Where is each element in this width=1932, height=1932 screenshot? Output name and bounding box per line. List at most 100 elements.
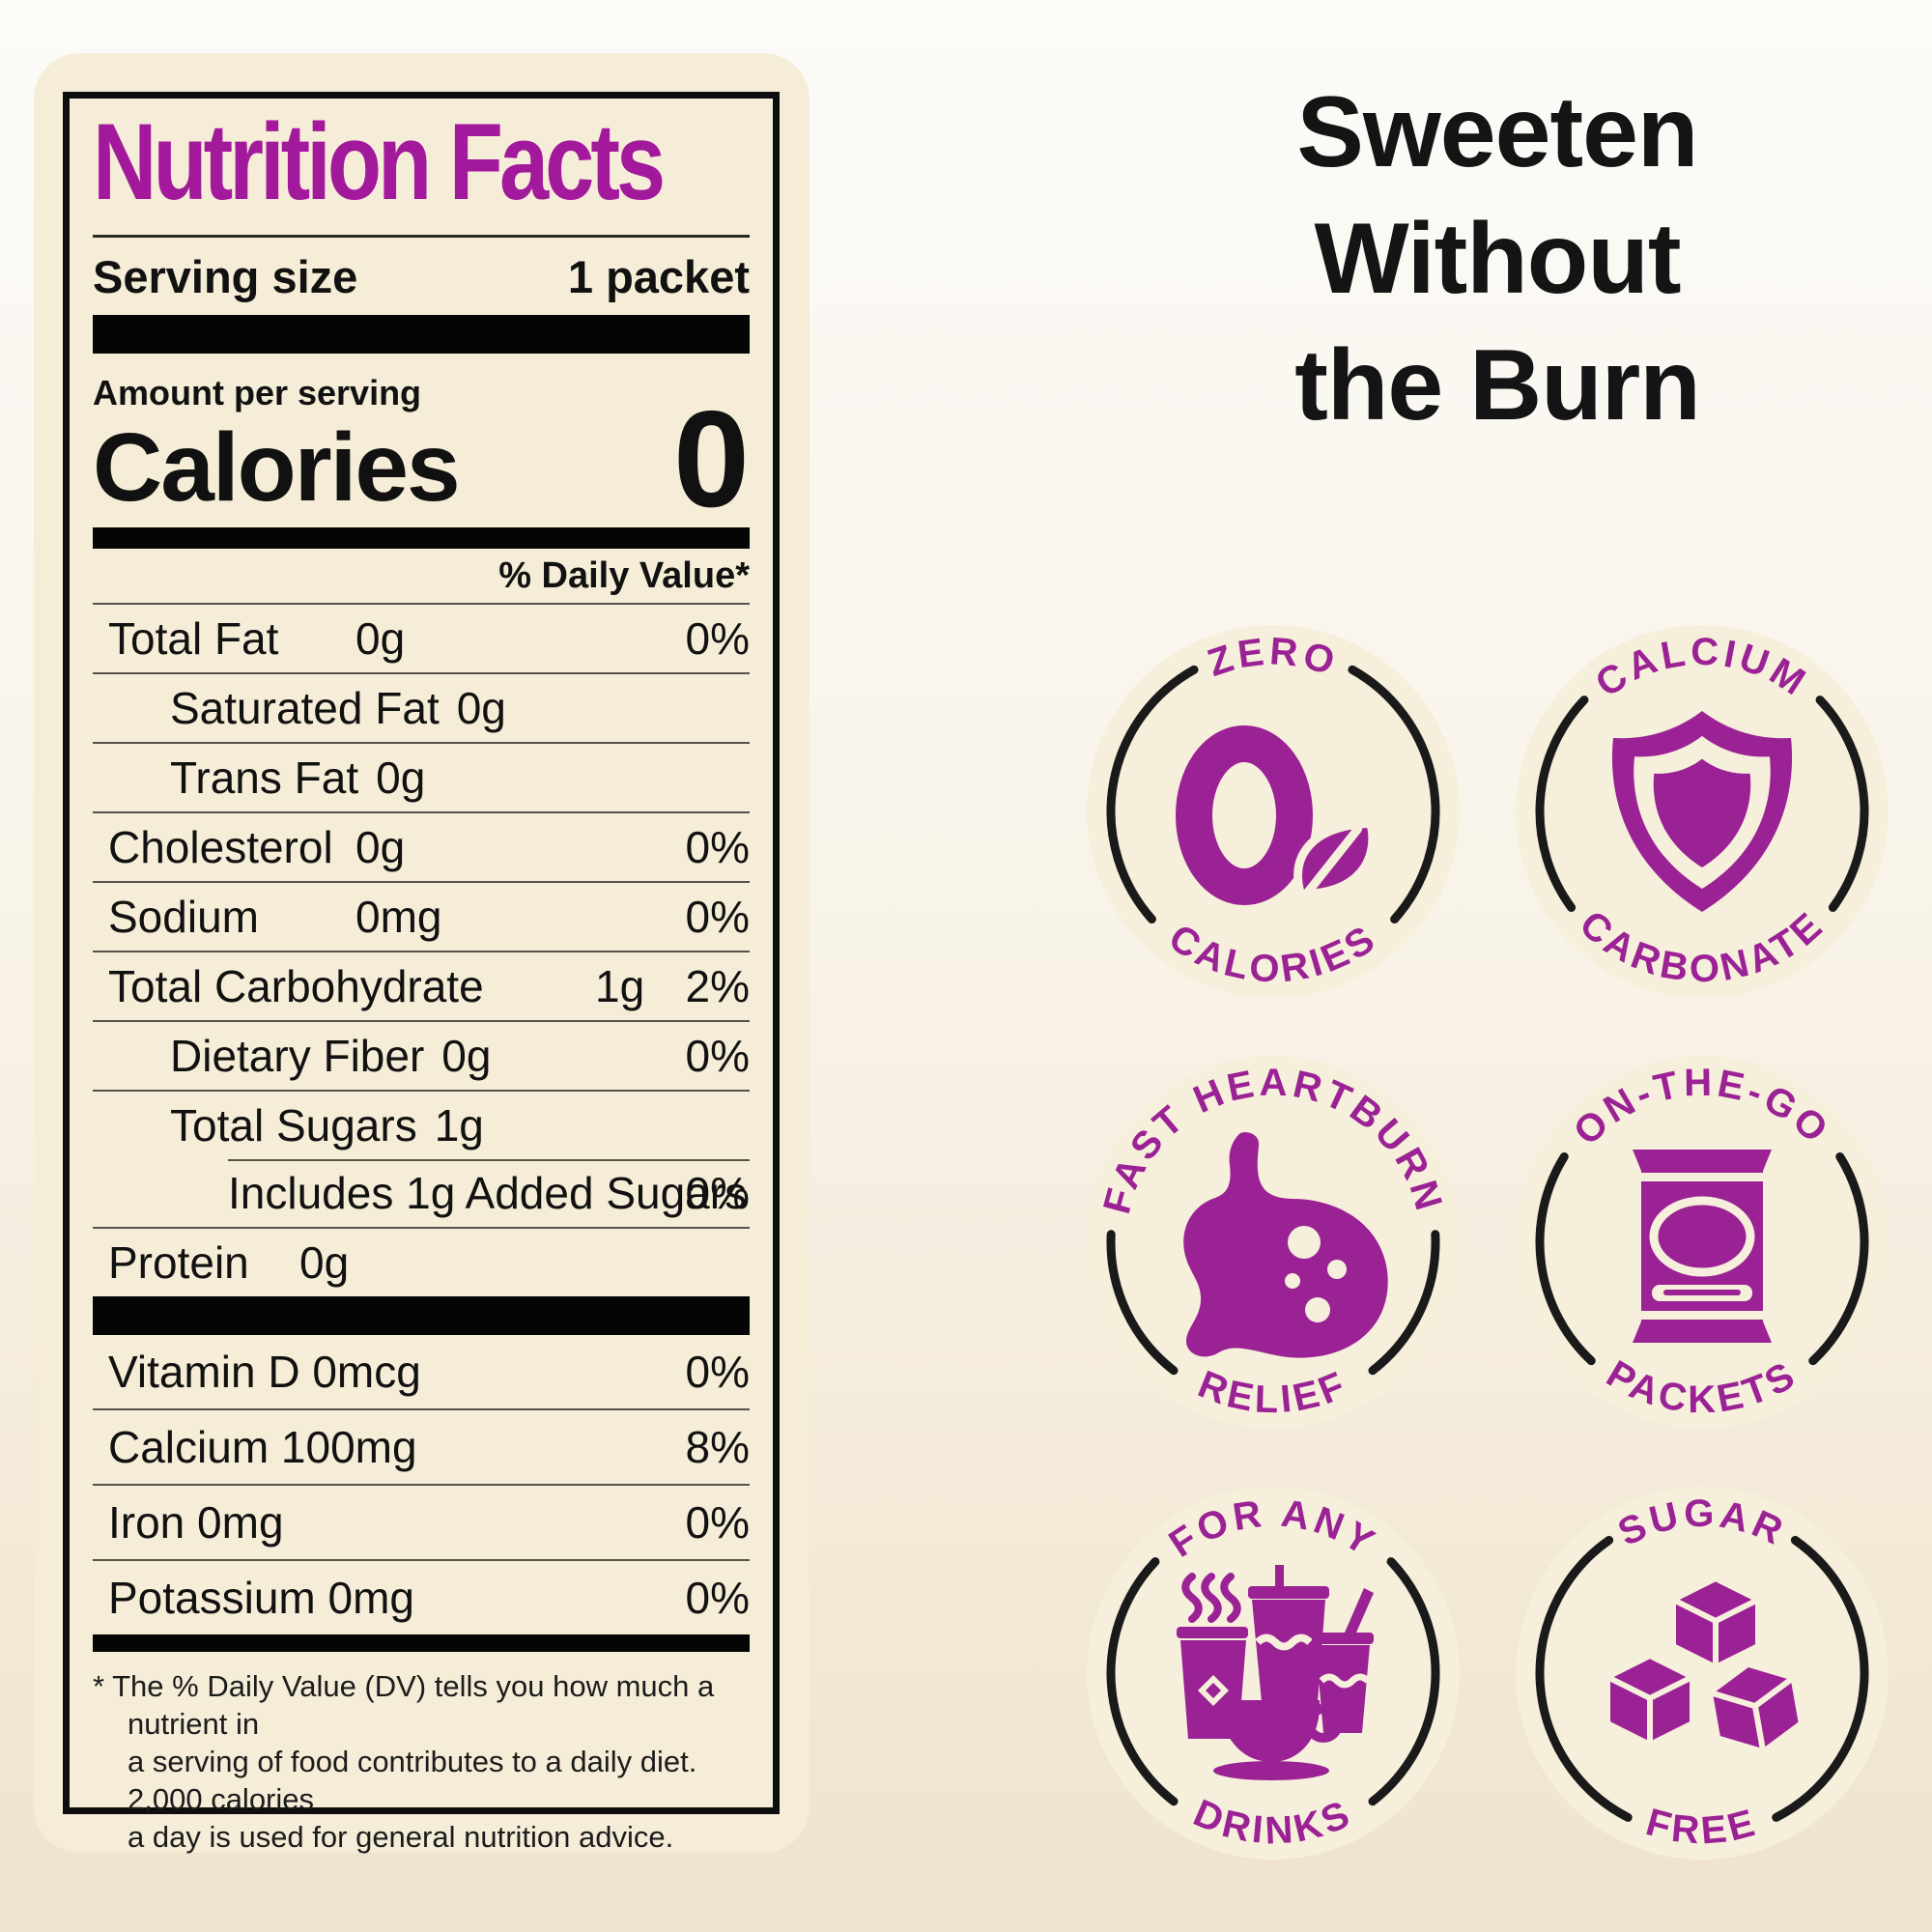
badge-carbonate: CALCIUM CARBONATE (1516, 625, 1889, 998)
badge-ring-arc (1535, 1535, 1633, 1822)
nutrient-amount: 0g (441, 1031, 492, 1081)
thick-bar (93, 315, 750, 354)
indented-divider (228, 1159, 750, 1161)
badge-background-circle (1516, 625, 1889, 998)
micronutrient-daily-value: 0% (685, 1497, 750, 1548)
nutrient-row: Total Fat 0g 0% (93, 605, 750, 674)
badge-ring-arc (1815, 696, 1869, 912)
nutrient-daily-value: 0% (685, 613, 750, 664)
nutrient-name: Total Carbohydrate (108, 961, 484, 1011)
headline: Sweeten Without the Burn (1092, 70, 1903, 449)
nutrient-name: Cholesterol (108, 822, 333, 872)
nutrient-name: Saturated Fat (170, 683, 440, 733)
divider (93, 603, 750, 605)
nutrient-daily-value: 0% (685, 1031, 750, 1081)
headline-line: the Burn (1294, 329, 1701, 442)
calories-label: Calories (93, 413, 461, 522)
badge-free: SUGAR FREE (1516, 1487, 1889, 1860)
calories-row: Calories 0 (93, 391, 750, 528)
nutrient-row: Sodium 0mg 0% (93, 883, 750, 952)
nutrient-row: Includes 1g Added Sugars 0% (93, 1159, 750, 1229)
nutrient-name: Protein (108, 1237, 249, 1288)
drinks-icon (1177, 1565, 1374, 1780)
zero-calories-icon (1194, 744, 1382, 919)
nutrient-row: Dietary Fiber 0g 0% (93, 1022, 750, 1092)
nutrient-name: Total Sugars (170, 1100, 417, 1151)
badge-calories: ZERO CALORIES (1087, 625, 1460, 998)
headline-line: Sweeten (1296, 76, 1699, 188)
nutrient-amount: 1g (434, 1100, 484, 1151)
nutrient-amount: 0g (456, 683, 506, 733)
calcium-shield-icon (1611, 711, 1793, 912)
micronutrient-name: Vitamin D 0mcg (108, 1347, 421, 1397)
badge-bottom-text: RELIEF (1192, 1363, 1353, 1421)
badge-ring-arc (1368, 1230, 1440, 1376)
medium-bar (93, 527, 750, 549)
nutrient-row: Trans Fat 0g (93, 744, 750, 813)
nutrient-name: Sodium (108, 892, 259, 942)
badge-top-text: FAST HEARTBURN (1095, 1062, 1451, 1218)
micronutrient-row: Potassium 0mg 0% (93, 1561, 750, 1634)
badge-drinks: FOR ANY DRINKS (1087, 1487, 1460, 1860)
badge-ring-arc (1348, 665, 1440, 924)
badge-top-text: ZERO (1203, 630, 1344, 685)
micronutrient-row: Vitamin D 0mcg 0% (93, 1335, 750, 1410)
micronutrient-name: Potassium 0mg (108, 1573, 415, 1623)
calories-value: 0 (673, 383, 750, 537)
daily-value-footnote: * The % Daily Value (DV) tells you how m… (93, 1669, 715, 1854)
nutrition-facts-panel: Nutrition Facts Serving size 1 packet Am… (63, 92, 780, 1854)
serving-size-label: Serving size (93, 250, 358, 302)
nutrient-row: Total Sugars 1g (93, 1092, 750, 1161)
badge-background-circle (1087, 1056, 1460, 1429)
badge-bottom-text: CALORIES (1161, 916, 1385, 990)
nutrient-row: Saturated Fat 0g (93, 674, 750, 744)
micronutrient-name: Iron 0mg (108, 1497, 284, 1548)
badge-ring-arc (1106, 1230, 1179, 1376)
divider (93, 235, 750, 238)
daily-value-header: % Daily Value* (498, 554, 750, 596)
badge-top-text: ON-THE-GO (1566, 1062, 1838, 1153)
badge-background-circle (1087, 1487, 1460, 1860)
micronutrient-rows: Vitamin D 0mcg 0% Calcium 100mg 8% Iron 0mg 0… (93, 1335, 750, 1634)
badge-background-circle (1516, 1487, 1889, 1860)
nutrient-amount: 0g (376, 753, 426, 803)
nutrient-daily-value: 0% (685, 822, 750, 872)
badge-packets: ON-THE-GO PACKETS (1516, 1056, 1889, 1429)
nutrient-amount: 0g (355, 822, 406, 872)
badge-relief: FAST HEARTBURN RELIEF (1087, 1056, 1460, 1429)
headline-line: Without (1314, 203, 1682, 316)
nutrient-amount: 1g (595, 961, 645, 1011)
badge-ring-arc (1106, 665, 1199, 924)
badge-background-circle (1087, 625, 1460, 998)
sugar-cubes-icon (1607, 1578, 1805, 1759)
micronutrient-row: Calcium 100mg 8% (93, 1410, 750, 1486)
stomach-icon (1183, 1132, 1388, 1358)
badge-background-circle (1516, 1056, 1889, 1429)
nutrient-daily-value: 0% (685, 892, 750, 942)
nutrient-amount: 0mg (355, 892, 442, 942)
serving-size-row: Serving size 1 packet (93, 238, 750, 315)
amount-per-serving-label: Amount per serving (93, 373, 422, 412)
badge-bottom-text: CARBONATE (1572, 902, 1833, 990)
nutrient-daily-value: 2% (685, 961, 750, 1011)
nutrient-daily-value: 0% (685, 1168, 750, 1218)
badge-ring-arc (1772, 1535, 1869, 1822)
micronutrient-daily-value: 8% (685, 1422, 750, 1472)
badge-bottom-text: DRINKS (1187, 1792, 1359, 1853)
micronutrient-row: Iron 0mg 0% (93, 1486, 750, 1561)
nutrient-name: Dietary Fiber (170, 1031, 425, 1081)
micronutrient-daily-value: 0% (685, 1573, 750, 1623)
micronutrient-daily-value: 0% (685, 1347, 750, 1397)
badge-ring-arc (1106, 1557, 1179, 1806)
nutrient-name: Includes 1g Added Sugars (228, 1168, 748, 1218)
micronutrient-name: Calcium 100mg (108, 1422, 417, 1472)
nutrition-facts-title: Nutrition Facts (93, 102, 666, 223)
nutrient-rows: Total Fat 0g 0% Saturated Fat 0g Trans Fat 0g C… (93, 605, 750, 1296)
badge-ring-arc (1808, 1151, 1869, 1366)
thick-bar (93, 1296, 750, 1335)
thin-bar (93, 1634, 750, 1652)
badge-bottom-text: PACKETS (1600, 1352, 1805, 1421)
badge-ring-arc (1368, 1557, 1440, 1806)
nutrient-amount: 0g (299, 1237, 350, 1288)
